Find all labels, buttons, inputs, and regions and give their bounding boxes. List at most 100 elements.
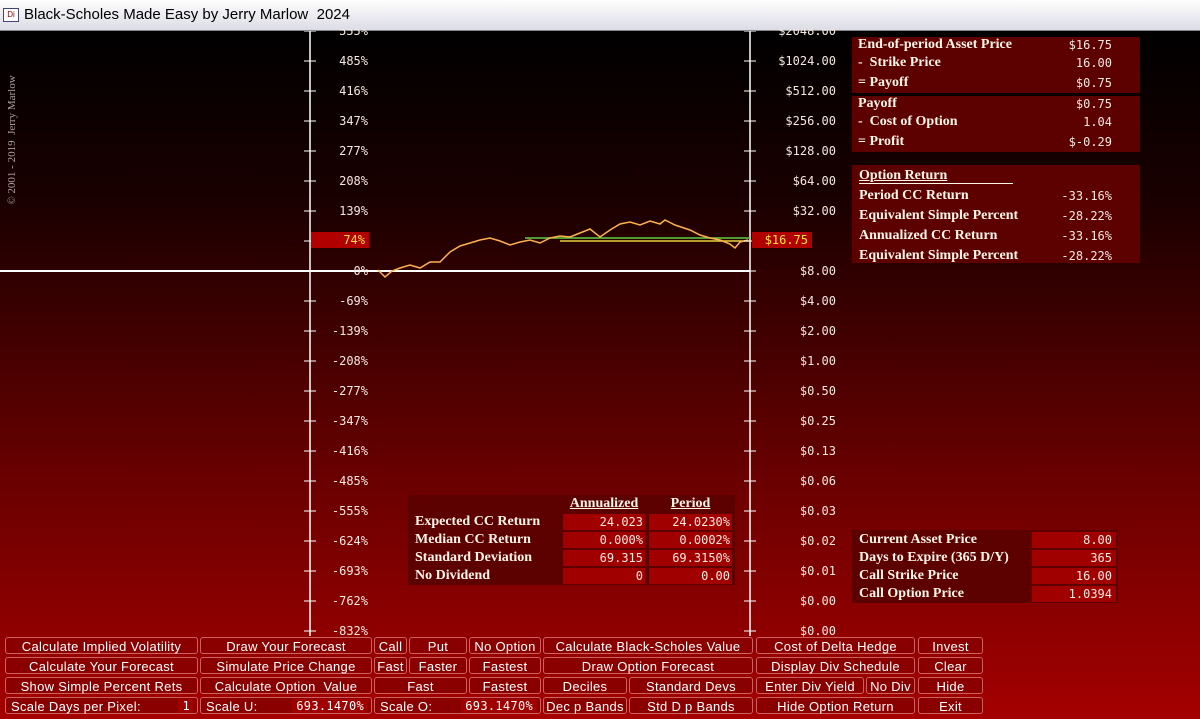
row-label: = Payoff: [858, 75, 909, 90]
row-value: 8.00: [1083, 533, 1112, 547]
button[interactable]: Fast: [374, 657, 407, 674]
row-label: No Dividend: [415, 568, 491, 583]
row-value: $0.75: [1075, 97, 1112, 111]
right-tick-label: $0.25: [799, 414, 836, 428]
right-tick-label: $8.00: [799, 264, 836, 278]
column-header: Annualized: [569, 496, 639, 511]
left-tick-label: 139%: [339, 204, 368, 218]
title-bar: Di Black-Scholes Made Easy by Jerry Marl…: [0, 0, 1200, 31]
left-tick-label: 0%: [353, 264, 368, 278]
button[interactable]: Draw Your Forecast: [200, 637, 372, 654]
row-label: Equivalent Simple Percent: [859, 208, 1019, 223]
button[interactable]: Hide Option Return: [756, 697, 915, 714]
right-tick-label: $0.01: [799, 564, 836, 578]
left-tick-label: -555%: [331, 504, 368, 518]
row-value: 69.315: [599, 551, 643, 565]
button[interactable]: Hide: [918, 677, 983, 694]
row-value: 1.0394: [1068, 587, 1112, 601]
button[interactable]: Dec p Bands: [543, 697, 627, 714]
button[interactable]: Standard Devs: [629, 677, 753, 694]
row-label: Equivalent Simple Percent: [859, 248, 1019, 263]
button[interactable]: Calculate Black-Scholes Value: [543, 637, 753, 654]
row-label: Current Asset Price: [859, 532, 977, 547]
row-label: - Cost of Option: [858, 114, 958, 129]
right-tick-label: $0.13: [799, 444, 836, 458]
left-tick-label: -208%: [331, 354, 368, 368]
button-label: Scale O:: [380, 699, 433, 714]
right-tick-label: $2.00: [799, 324, 836, 338]
row-value: 0: [635, 569, 643, 583]
row-label: Standard Deviation: [415, 550, 533, 565]
button[interactable]: Simulate Price Change: [200, 657, 372, 674]
row-value: -33.16%: [1061, 189, 1112, 203]
left-tick-label: -139%: [331, 324, 368, 338]
row-value: -28.22%: [1061, 209, 1112, 223]
button[interactable]: Cost of Delta Hedge: [756, 637, 915, 654]
right-tick-label: $128.00: [785, 144, 836, 158]
left-tick-label: -69%: [339, 294, 368, 308]
value-cell: [1032, 586, 1116, 602]
button[interactable]: Fast: [374, 677, 467, 694]
left-tick-label: 555%: [339, 24, 368, 38]
button[interactable]: Fastest: [469, 657, 541, 674]
button[interactable]: Calculate Option Value: [200, 677, 372, 694]
row-value: 0.000%: [599, 533, 643, 547]
button[interactable]: Calculate Your Forecast: [5, 657, 198, 674]
button[interactable]: Draw Option Forecast: [543, 657, 753, 674]
right-tick-label: $512.00: [785, 84, 836, 98]
input-value: 1: [178, 699, 194, 713]
button[interactable]: Exit: [918, 697, 983, 714]
return-panel: [852, 165, 1140, 263]
app-icon: Di: [3, 8, 19, 22]
row-label: End-of-period Asset Price: [858, 37, 1012, 52]
button[interactable]: No Option: [469, 637, 541, 654]
button[interactable]: Scale Days per Pixel: 1: [5, 697, 198, 714]
button[interactable]: Show Simple Percent Rets: [5, 677, 198, 694]
value-cell: [563, 514, 645, 530]
left-tick-label: 347%: [339, 114, 368, 128]
right-tick-label: $1.00: [799, 354, 836, 368]
right-tick-label: $64.00: [792, 174, 836, 188]
button[interactable]: Deciles: [543, 677, 627, 694]
right-tick-label: $4.00: [799, 294, 836, 308]
window-title: Black-Scholes Made Easy by Jerry Marlow …: [24, 6, 350, 23]
right-tick-label: $0.03: [799, 504, 836, 518]
row-value: 24.0230%: [672, 515, 730, 529]
button[interactable]: No Div: [866, 677, 915, 694]
panel-heading: Option Return: [859, 167, 1013, 184]
price-path: [377, 219, 749, 279]
row-value: 0.0002%: [679, 533, 730, 547]
button[interactable]: Calculate Implied Volatility: [5, 637, 198, 654]
button[interactable]: Clear: [918, 657, 983, 674]
row-value: $16.75: [1068, 38, 1112, 52]
column-header: Period: [670, 496, 711, 511]
left-tick-label: -832%: [331, 624, 368, 638]
button[interactable]: Invest: [918, 637, 983, 654]
row-label: Call Option Price: [859, 586, 964, 601]
button[interactable]: Fastest: [469, 677, 541, 694]
row-value: -33.16%: [1061, 229, 1112, 243]
button[interactable]: Put: [409, 637, 467, 654]
row-label: Call Strike Price: [859, 568, 959, 583]
button[interactable]: Faster: [409, 657, 467, 674]
right-price-marker: $16.75: [752, 232, 812, 248]
value-cell: [563, 568, 645, 584]
input-value: 693.1470%: [461, 699, 537, 713]
button[interactable]: Enter Div Yield: [756, 677, 864, 694]
left-tick-label: -693%: [331, 564, 368, 578]
left-tick-label: 277%: [339, 144, 368, 158]
button[interactable]: Display Div Schedule: [756, 657, 915, 674]
row-label: = Profit: [858, 134, 905, 149]
button[interactable]: Call: [374, 637, 407, 654]
row-value: 24.023: [599, 515, 643, 529]
value-cell: [563, 550, 645, 566]
left-tick-label: -624%: [331, 534, 368, 548]
button[interactable]: Scale U: 693.1470%: [200, 697, 372, 714]
button[interactable]: Std D p Bands: [629, 697, 753, 714]
button[interactable]: Scale O: 693.1470%: [374, 697, 541, 714]
row-label: Days to Expire (365 D/Y): [859, 550, 1009, 565]
left-tick-label: -347%: [331, 414, 368, 428]
profit-panel: [852, 96, 1140, 152]
left-tick-label: 485%: [339, 54, 368, 68]
right-tick-label: $0.06: [799, 474, 836, 488]
